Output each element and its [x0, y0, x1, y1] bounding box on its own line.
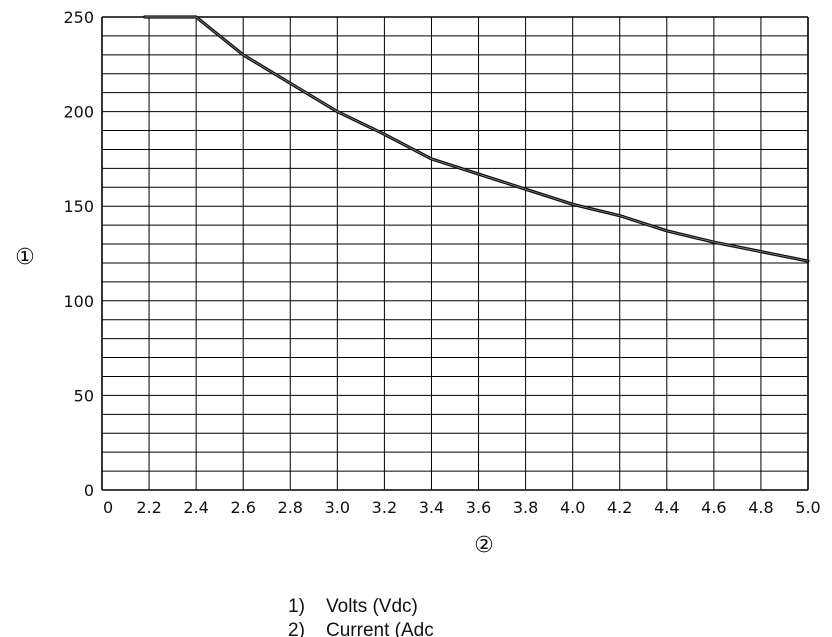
x-tick-label: 4.4 — [654, 498, 679, 517]
y-axis-symbol: ① — [15, 245, 35, 270]
x-axis-symbol: ② — [474, 533, 494, 558]
y-tick-label: 0 — [84, 481, 94, 500]
x-tick-label: 5.0 — [795, 498, 820, 517]
x-tick-label: 3.6 — [466, 498, 491, 517]
legend: 1) Volts (Vdc) 2) Current (Adc — [288, 596, 434, 637]
x-tick-label: 4.8 — [748, 498, 773, 517]
series-group — [143, 15, 810, 263]
x-tick-label: 4.0 — [560, 498, 585, 517]
y-tick-label: 200 — [63, 103, 94, 122]
y-tick-label: 50 — [74, 386, 94, 405]
x-tick-label: 3.0 — [325, 498, 350, 517]
legend-item-2-num: 2) — [288, 620, 305, 637]
x-tick-label: 2.4 — [183, 498, 208, 517]
x-tick-label: 3.4 — [419, 498, 444, 517]
y-tick-label: 100 — [63, 292, 94, 311]
grid — [101, 16, 809, 491]
x-tick-label: 4.6 — [701, 498, 726, 517]
legend-item-1-text: Volts (Vdc) — [326, 596, 418, 617]
series-line — [143, 15, 810, 263]
x-tick-label: 4.2 — [607, 498, 632, 517]
legend-item-1-num: 1) — [288, 596, 305, 617]
x-tick-label: 3.2 — [372, 498, 397, 517]
x-tick-label: 2.2 — [136, 498, 161, 517]
tick-labels: 0 50 100 150 200 250 0 2.2 2.4 2.6 2.8 3.0 3.2 3.4 3.6… — [63, 8, 820, 517]
legend-item-2-text: Current (Adc — [326, 620, 434, 637]
x-tick-label: 3.8 — [513, 498, 538, 517]
y-tick-label: 150 — [63, 197, 94, 216]
x-tick-label: 2.6 — [230, 498, 255, 517]
x-tick-label: 0 — [103, 498, 113, 517]
series-line-highlight — [144, 16, 809, 262]
x-tick-label: 2.8 — [278, 498, 303, 517]
y-tick-label: 250 — [63, 8, 94, 27]
